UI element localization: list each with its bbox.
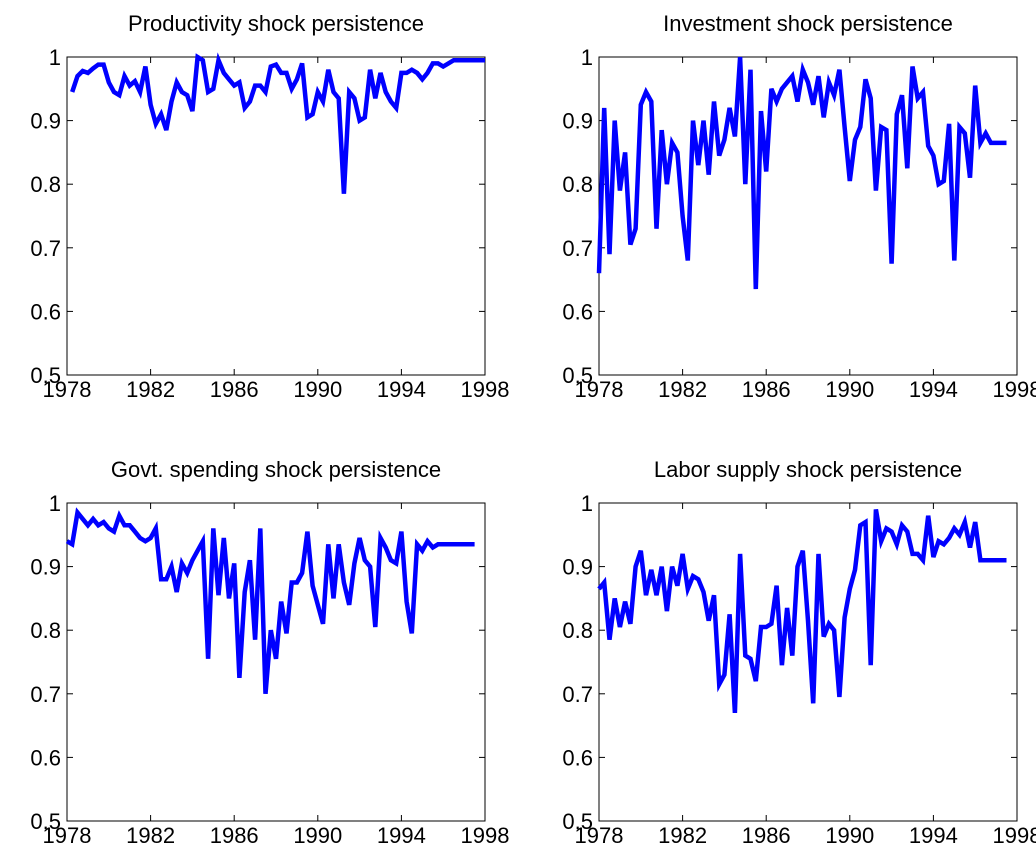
x-tick-label: 1982: [126, 823, 175, 848]
y-tick-label: 0.8: [30, 172, 61, 197]
chart-title: Labor supply shock persistence: [654, 457, 962, 482]
x-tick-label: 1986: [742, 823, 791, 848]
y-tick-label: 0.7: [562, 682, 593, 707]
x-tick-label: 1994: [909, 377, 958, 402]
x-tick-label: 1982: [658, 823, 707, 848]
x-tick-label: 1998: [461, 823, 510, 848]
y-tick-label: 1: [49, 491, 61, 516]
x-tick-label: 1990: [293, 377, 342, 402]
y-tick-label: 0.9: [30, 109, 61, 134]
x-tick-label: 1998: [461, 377, 510, 402]
y-tick-label: 0.7: [30, 682, 61, 707]
chart-title: Productivity shock persistence: [128, 11, 424, 36]
series-line: [596, 56, 1007, 290]
plot-area-frame: [66, 56, 486, 376]
x-tick-label: 1978: [43, 377, 92, 402]
x-tick-label: 1978: [575, 823, 624, 848]
chart-panel-4: 0.5 0.6 0.7 0.8 0.9 1 1978 1982 1986 1990 1994 1998…: [562, 457, 1036, 848]
y-tick-label: 0.6: [562, 745, 593, 770]
y-tick-label: 0.6: [30, 299, 61, 324]
x-tick-label: 1990: [825, 377, 874, 402]
y-tick-label: 0.5: [562, 809, 593, 834]
plot-area-frame: [598, 502, 1018, 822]
y-tick-label: 0.8: [30, 618, 61, 643]
x-tick-label: 1986: [742, 377, 791, 402]
y-tick-label: 0.8: [562, 172, 593, 197]
y-tick-label: 0.7: [562, 236, 593, 261]
chart-title: Investment shock persistence: [663, 11, 953, 36]
series-line: [65, 507, 475, 694]
chart-panel-1: 0.5 0.6 0.7 0.8 0.9 1 1978 1982 1986 1990 1994 1998…: [30, 11, 509, 402]
x-tick-label: 1998: [993, 377, 1036, 402]
chart-panel-2: 0.5 0.6 0.7 0.8 0.9 1 1978 1982 1986 1990 1994 1998…: [562, 11, 1036, 402]
x-tick-label: 1994: [909, 823, 958, 848]
y-tick-label: 0.5: [562, 363, 593, 388]
chart-title: Govt. spending shock persistence: [111, 457, 441, 482]
x-tick-label: 1998: [993, 823, 1036, 848]
x-tick-label: 1990: [293, 823, 342, 848]
chart-panel-3: 0.5 0.6 0.7 0.8 0.9 1 1978 1982 1986 1990 1994 1998…: [30, 457, 509, 848]
x-tick-label: 1982: [126, 377, 175, 402]
x-tick-label: 1978: [575, 377, 624, 402]
plot-area-frame: [66, 502, 486, 822]
series-line: [597, 509, 1007, 714]
x-tick-label: 1990: [825, 823, 874, 848]
y-tick-label: 0.8: [562, 618, 593, 643]
x-tick-label: 1978: [43, 823, 92, 848]
y-tick-label: 0.7: [30, 236, 61, 261]
y-tick-label: 1: [581, 491, 593, 516]
series-line: [70, 52, 485, 194]
x-tick-label: 1986: [210, 377, 259, 402]
y-tick-label: 0.6: [562, 299, 593, 324]
y-tick-label: 0.9: [562, 555, 593, 580]
y-tick-label: 0.5: [30, 363, 61, 388]
y-tick-label: 0.9: [30, 555, 61, 580]
x-tick-label: 1994: [377, 377, 426, 402]
x-tick-label: 1982: [658, 377, 707, 402]
y-tick-label: 1: [581, 45, 593, 70]
y-tick-label: 1: [49, 45, 61, 70]
x-tick-label: 1986: [210, 823, 259, 848]
y-tick-label: 0.9: [562, 109, 593, 134]
y-tick-label: 0.5: [30, 809, 61, 834]
y-tick-label: 0.6: [30, 745, 61, 770]
x-tick-label: 1994: [377, 823, 426, 848]
